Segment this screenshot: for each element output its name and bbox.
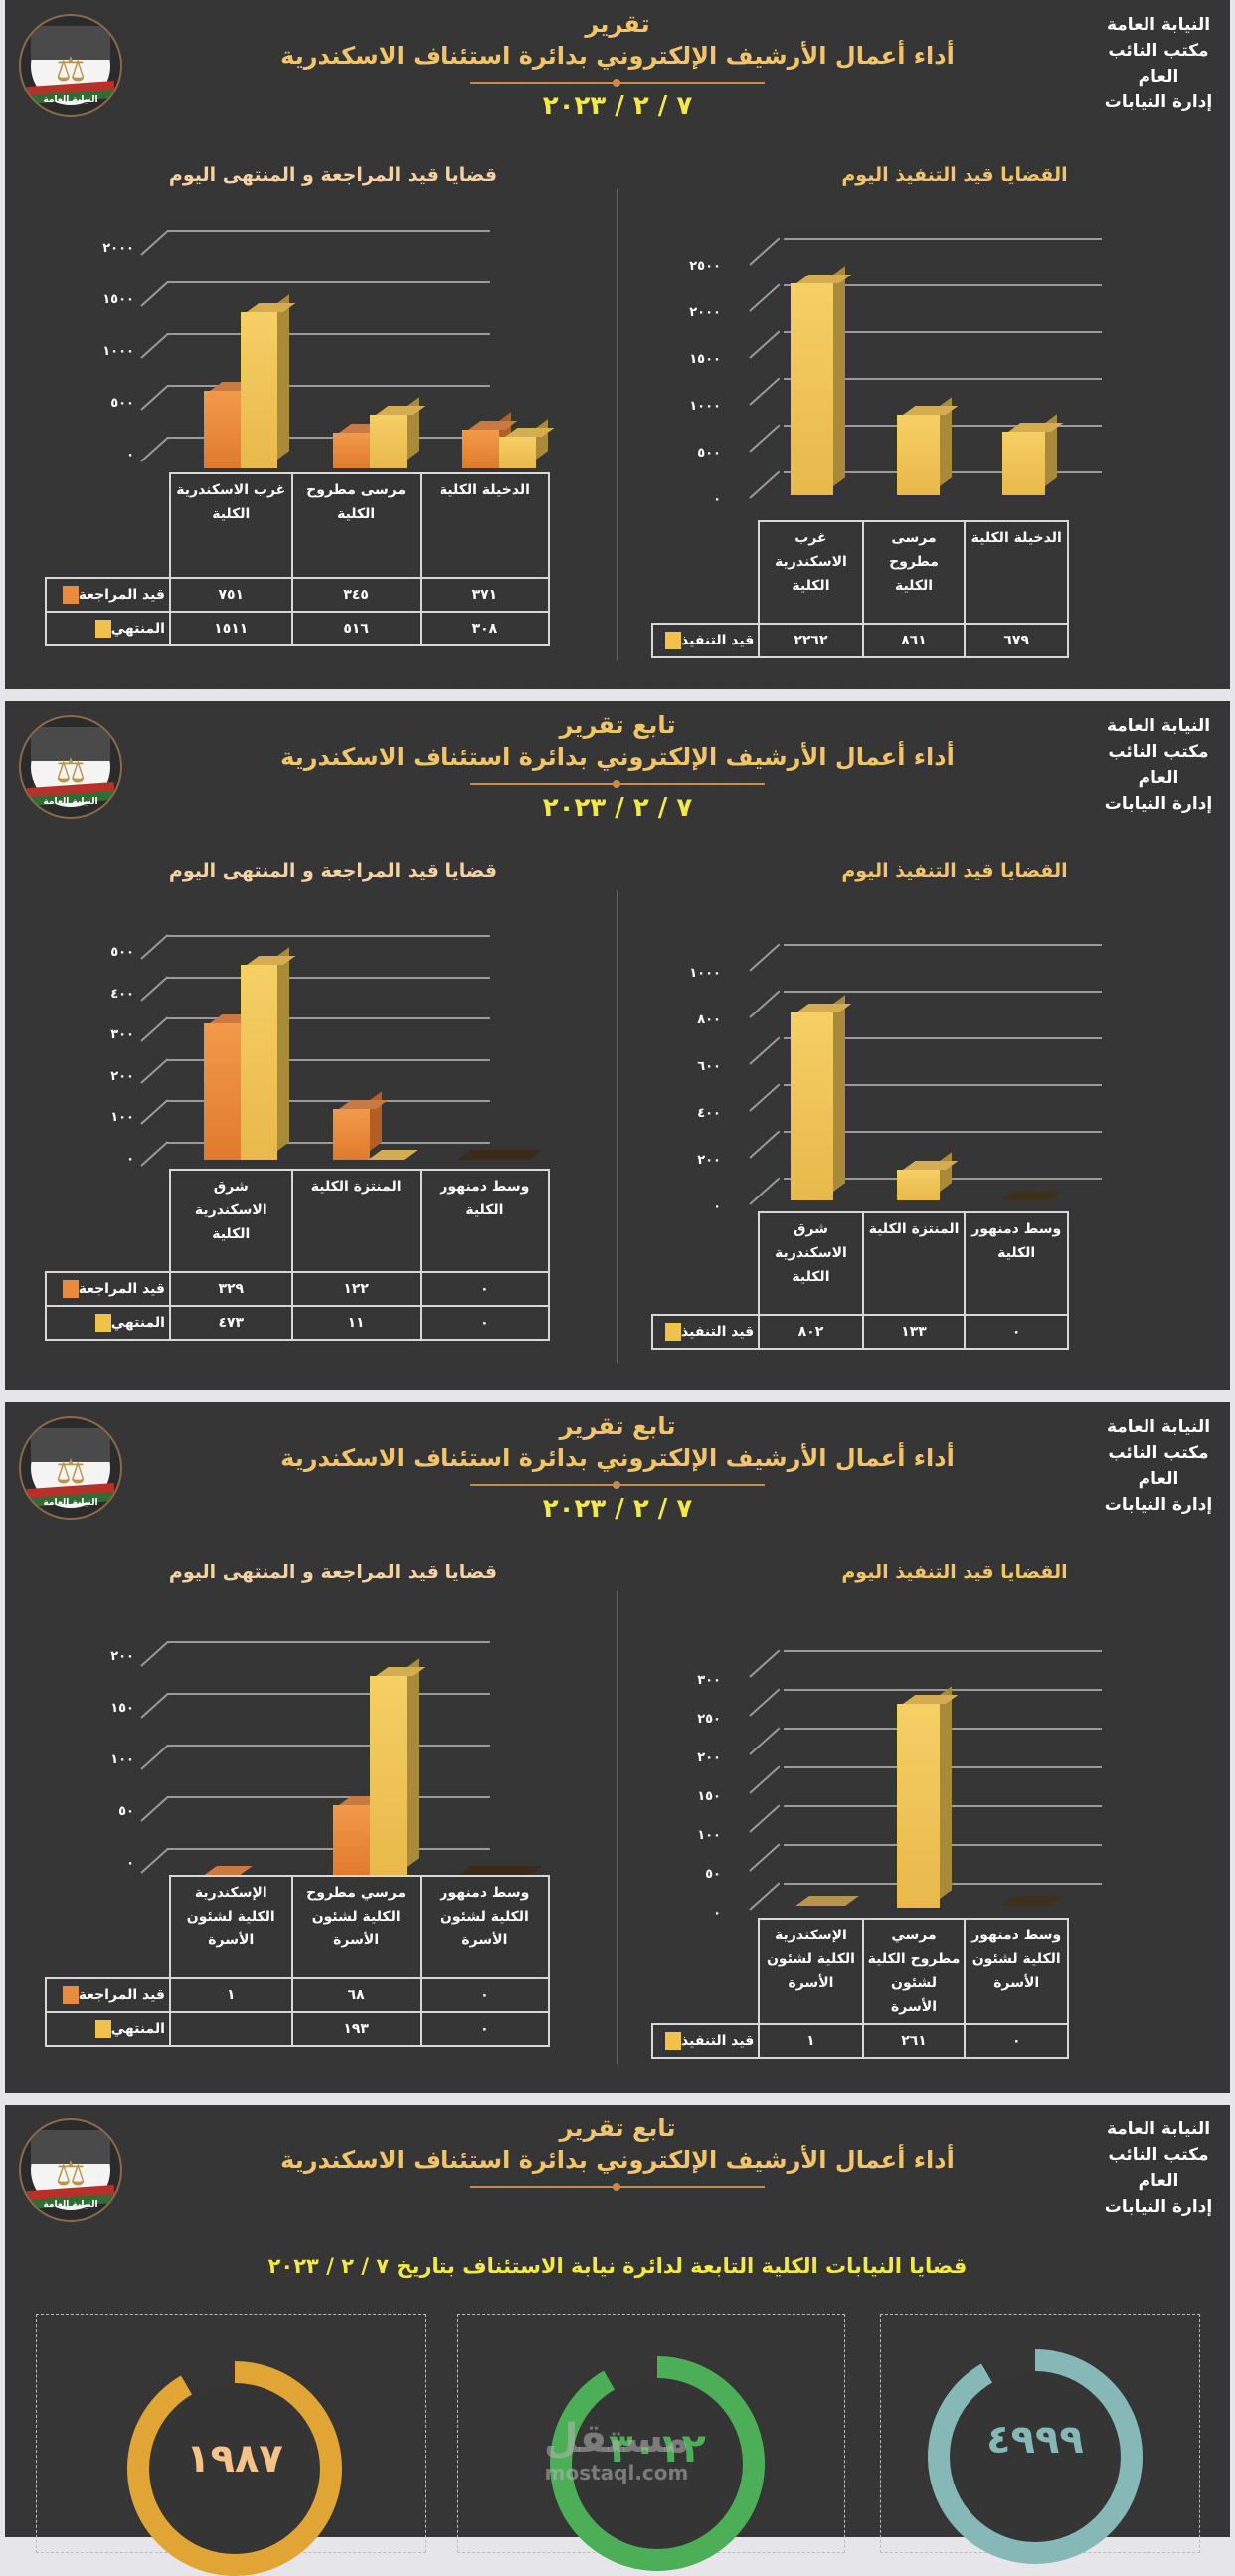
org-block: النيابة العامة مكتب النائب العام إدارة ا… — [1104, 716, 1213, 814]
column-divider — [617, 1591, 618, 2064]
report-title: تابع تقرير — [559, 711, 676, 739]
org-block: النيابة العامة مكتب النائب العام إدارة ا… — [1104, 2119, 1213, 2217]
report-subtitle: أداء أعمال الأرشيف الإلكتروني بدائرة است… — [280, 1444, 955, 1472]
chart-title: قضايا قيد المراجعة و المنتهى اليوم — [168, 860, 498, 882]
review-done-chart: قضايا قيد المراجعة و المنتهى اليوم ٢٠٠٠ … — [5, 164, 617, 661]
report-panel-2: ⚖ النيابة العامة تابع تقرير أداء أعمال ا… — [5, 701, 1230, 1390]
bar-exec — [791, 995, 852, 1200]
title-divider — [470, 780, 765, 788]
legend-review: قيد المراجعة — [45, 1977, 171, 2013]
legend-done: المنتهي — [45, 1305, 171, 1341]
bar-exec — [897, 1686, 959, 1908]
donut-chart-1: ١٩٨٧ — [127, 2361, 342, 2576]
prosecution-logo: ⚖ النيابة العامة — [19, 2118, 122, 2222]
section-title: قضايا النيابات الكلية التابعة لدائرة نيا… — [267, 2254, 968, 2278]
bar-exec — [897, 397, 959, 495]
report-subtitle: أداء أعمال الأرشيف الإلكتروني بدائرة است… — [280, 42, 955, 70]
bar-done — [241, 947, 296, 1160]
report-subtitle: أداء أعمال الأرشيف الإلكتروني بدائرة است… — [280, 743, 955, 771]
bar-review — [462, 412, 518, 468]
data-table: وسط دمنهور الكلية المنتزة الكلية شرق الا… — [45, 1169, 551, 1341]
report-header: تقرير أداء أعمال الأرشيف الإلكتروني بدائ… — [5, 8, 1230, 123]
chart-title: قضايا قيد المراجعة و المنتهى اليوم — [168, 164, 498, 186]
donut-chart-2: ٣٠١٢ — [550, 2356, 765, 2571]
report-subtitle: أداء أعمال الأرشيف الإلكتروني بدائرة است… — [280, 2146, 955, 2174]
legend-review: قيد المراجعة — [45, 1271, 171, 1307]
execution-chart: القضايا قيد التنفيذ اليوم ١٠٠٠ ٨٠٠ ٦٠٠ ٤… — [621, 860, 1230, 1368]
bar-review — [204, 1006, 260, 1160]
report-panel-3: ⚖ النيابة العامة تابع تقرير أداء أعمال ا… — [5, 1402, 1230, 2093]
legend-review: قيد المراجعة — [45, 577, 171, 613]
report-header: تابع تقرير أداء أعمال الأرشيف الإلكتروني… — [5, 2113, 1230, 2194]
donut-chart-3: ٤٩٩٩ — [928, 2349, 1143, 2564]
execution-chart: القضايا قيد التنفيذ اليوم ٣٠٠ ٢٥٠ ٢٠٠ ١٥… — [621, 1562, 1230, 2069]
data-table: الدخيلة الكلية مرسى مطروح الكلية غرب الا… — [650, 520, 1069, 658]
prosecution-logo: ⚖ النيابة العامة — [19, 715, 122, 819]
review-done-chart: قضايا قيد المراجعة و المنتهى اليوم ٢٠٠ ١… — [5, 1562, 617, 2069]
data-table: وسط دمنهور الكلية المنتزة الكلية شرق الا… — [650, 1211, 1069, 1350]
report-date: ٧ / ٢ / ٢٠٢٣ — [542, 793, 693, 823]
data-table: وسط دمنهور الكلية لشئون الأسرة مرسي مطرو… — [45, 1875, 551, 2047]
bar-review — [333, 1091, 389, 1160]
bar-done — [370, 1658, 426, 1876]
chart-title: القضايا قيد التنفيذ اليوم — [841, 860, 1068, 882]
report-panel-1: ⚖ النيابة العامة تقرير أداء أعمال الأرشي… — [5, 0, 1230, 689]
watermark: مستقل mostaql.com — [543, 2416, 690, 2484]
report-header: تابع تقرير أداء أعمال الأرشيف الإلكتروني… — [5, 709, 1230, 825]
bar-exec — [897, 1152, 959, 1200]
org-block: النيابة العامة مكتب النائب العام إدارة ا… — [1104, 15, 1213, 112]
prosecution-logo: ⚖ النيابة العامة — [19, 14, 122, 117]
execution-chart: القضايا قيد التنفيذ اليوم ٢٥٠٠ ٢٠٠٠ ١٥٠٠… — [621, 164, 1230, 661]
legend-done: المنتهي — [45, 611, 171, 646]
bar-done — [370, 397, 426, 468]
bar-done — [241, 294, 296, 468]
chart-title: القضايا قيد التنفيذ اليوم — [841, 164, 1068, 186]
report-header: تابع تقرير أداء أعمال الأرشيف الإلكتروني… — [5, 1410, 1230, 1526]
bar-review — [333, 415, 389, 468]
bar-done — [499, 419, 555, 468]
report-date: ٧ / ٢ / ٢٠٢٣ — [542, 1494, 693, 1524]
legend-exec: قيد التنفيذ — [650, 623, 761, 658]
column-divider — [617, 189, 618, 661]
chart-title: قضايا قيد المراجعة و المنتهى اليوم — [168, 1562, 498, 1583]
title-divider — [470, 1481, 765, 1489]
report-date: ٧ / ٢ / ٢٠٢٣ — [542, 92, 693, 121]
title-divider — [470, 79, 765, 87]
bar-exec — [791, 266, 852, 495]
data-table: وسط دمنهور الكلية لشئون الأسرة مرسي مطرو… — [650, 1918, 1069, 2059]
bar-review — [204, 373, 260, 468]
chart-title: القضايا قيد التنفيذ اليوم — [841, 1562, 1068, 1583]
org-block: النيابة العامة مكتب النائب العام إدارة ا… — [1104, 1417, 1213, 1515]
report-title: تقرير — [585, 10, 650, 38]
report-title: تابع تقرير — [559, 2115, 676, 2142]
column-divider — [617, 890, 618, 1363]
legend-exec: قيد التنفيذ — [650, 2023, 761, 2059]
review-done-chart: قضايا قيد المراجعة و المنتهى اليوم ٥٠٠ ٤… — [5, 860, 617, 1368]
bar-exec — [1002, 414, 1064, 495]
data-table: الدخيلة الكلية مرسى مطروح الكلية غرب الا… — [45, 472, 551, 646]
bar-review — [333, 1787, 389, 1876]
legend-exec: قيد التنفيذ — [650, 1314, 761, 1350]
prosecution-logo: ⚖ النيابة العامة — [19, 1416, 122, 1520]
report-title: تابع تقرير — [559, 1412, 676, 1440]
title-divider — [470, 2183, 765, 2191]
legend-done: المنتهي — [45, 2011, 171, 2047]
